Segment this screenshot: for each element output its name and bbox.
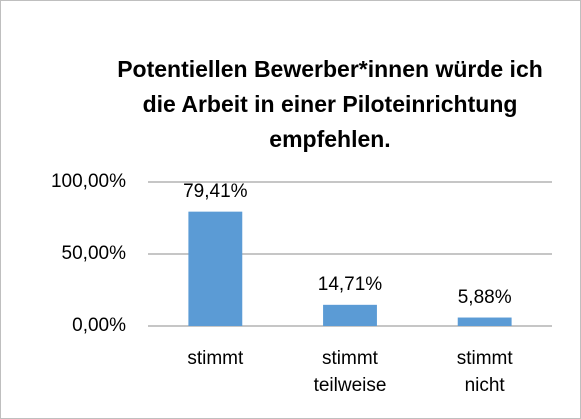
x-tick-label: stimmt [187,348,244,369]
chart-title: Potentiellen Bewerber*innen würde ich di… [117,56,543,152]
x-tick-label: stimmt teilweise [313,348,387,396]
bar [188,211,243,326]
bar [323,304,377,326]
y-tick-label: 100,00% [50,171,126,192]
x-tick-label: stimmt nicht [456,348,513,396]
bar [457,317,512,326]
data-label: 5,88% [457,286,512,308]
y-tick-label: 50,00% [61,243,126,264]
y-tick-label: 0,00% [72,315,126,336]
data-label: 14,71% [317,273,383,295]
data-label: 79,41% [183,180,248,202]
